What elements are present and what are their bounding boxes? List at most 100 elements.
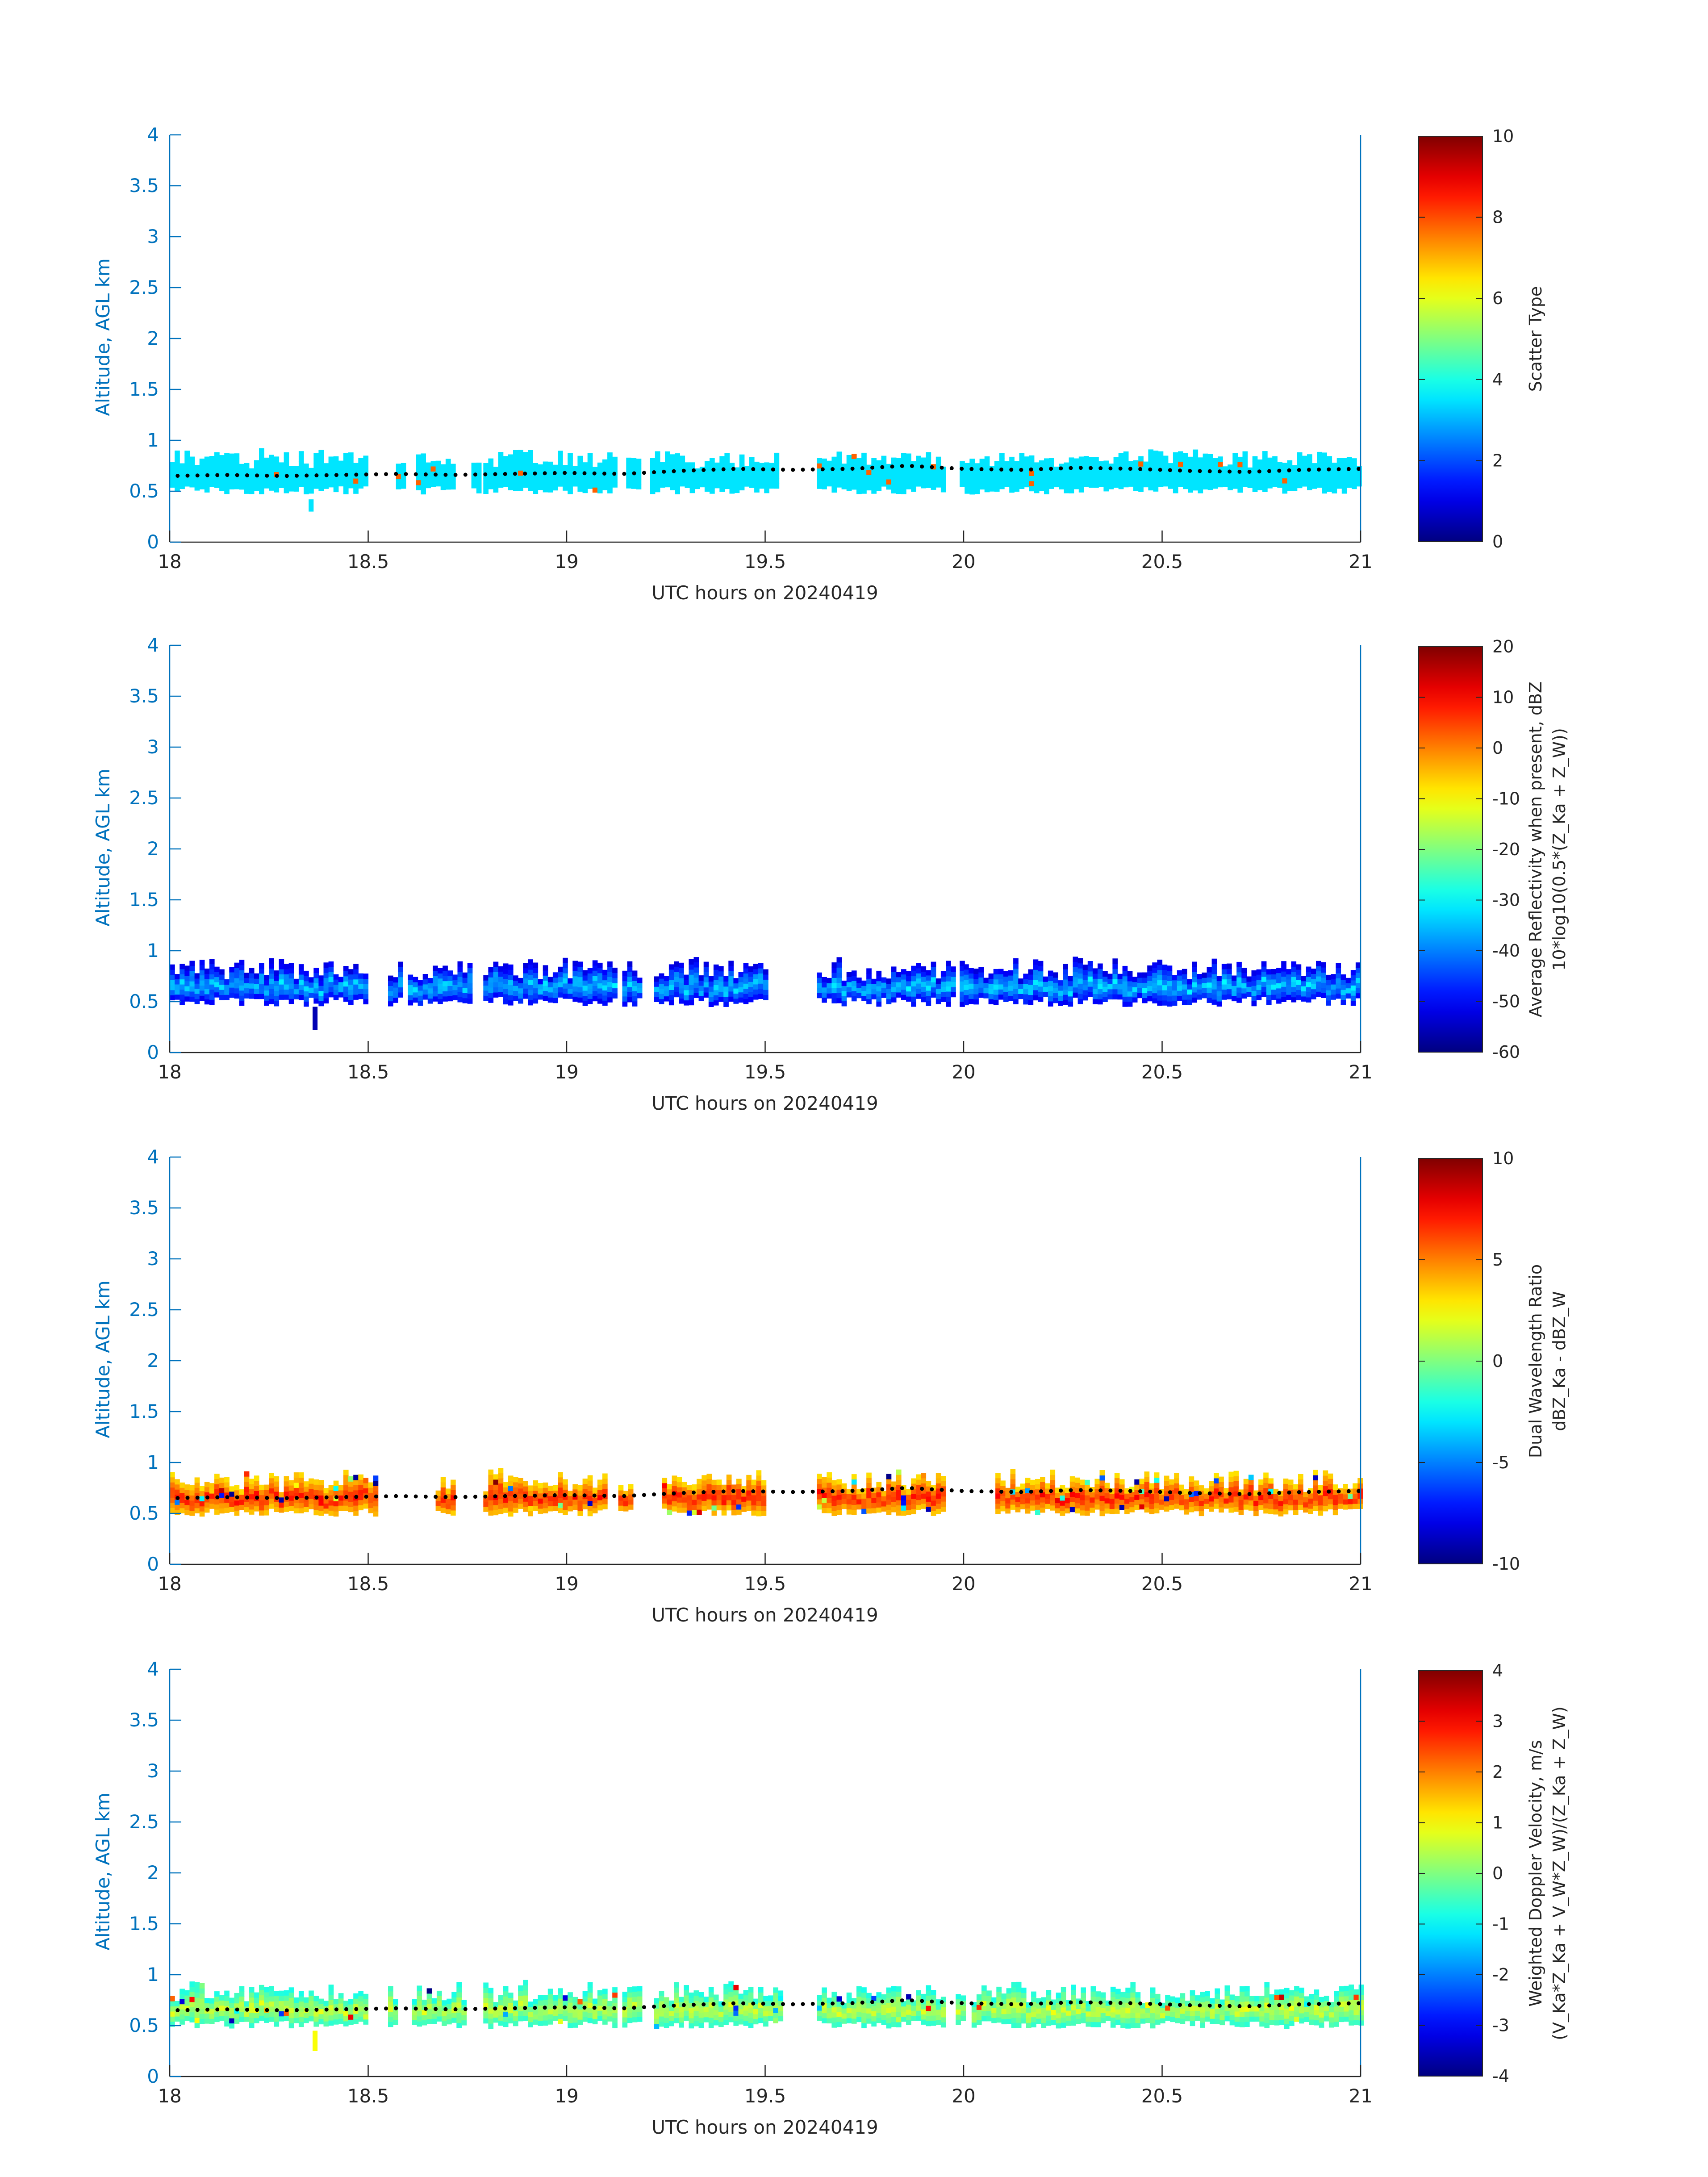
melting-layer-dot: [781, 468, 785, 472]
heatmap-cell: [946, 965, 951, 971]
heatmap-cell: [1148, 460, 1154, 465]
heatmap-cell: [674, 977, 679, 982]
heatmap-cell: [1276, 998, 1282, 1004]
heatmap-cell: [670, 454, 675, 460]
heatmap-cell: [239, 474, 245, 480]
melting-layer-dot: [1237, 469, 1242, 474]
heatmap-cell: [1129, 1492, 1135, 1497]
heatmap-cell: [438, 993, 443, 999]
heatmap-cell: [503, 461, 509, 467]
heatmap-cell: [528, 450, 533, 455]
heatmap-cell: [1173, 472, 1178, 478]
heatmap-cell: [401, 468, 406, 474]
heatmap-cell: [264, 1510, 269, 1516]
heatmap-cell: [876, 996, 882, 1002]
heatmap-cell: [533, 1490, 539, 1496]
heatmap-cell: [1073, 992, 1078, 998]
heatmap-cell: [447, 990, 453, 996]
heatmap-cell: [731, 1484, 737, 1490]
heatmap-cell: [739, 464, 745, 470]
heatmap-cell: [1113, 462, 1119, 468]
heatmap-cell: [1129, 1507, 1135, 1513]
heatmap-cell: [689, 477, 695, 483]
heatmap-cell: [304, 489, 309, 494]
heatmap-cell: [632, 2002, 638, 2007]
heatmap-cell: [430, 471, 436, 477]
heatmap-cell: [940, 476, 946, 482]
heatmap-cell: [1247, 472, 1253, 478]
heatmap-cell: [214, 477, 220, 483]
heatmap-cell: [304, 1492, 309, 1497]
heatmap-cell: [503, 1991, 509, 1997]
heatmap-cell: [523, 1481, 528, 1487]
heatmap-cell: [626, 473, 631, 478]
heatmap-cell: [1336, 473, 1342, 479]
heatmap-cell: [935, 983, 941, 989]
heatmap-cell: [224, 1507, 230, 1513]
heatmap-cell: [180, 1989, 185, 1994]
heatmap-cell: [1207, 479, 1213, 485]
heatmap-cell: [209, 2018, 215, 2024]
heatmap-cell: [1083, 466, 1089, 472]
heatmap-cell: [1258, 1495, 1264, 1500]
y-tick-label: 2: [147, 838, 159, 860]
heatmap-cell: [229, 2002, 234, 2008]
heatmap-cell: [184, 976, 190, 982]
heatmap-cell: [279, 1502, 284, 1508]
heatmap-cell: [1128, 476, 1134, 482]
heatmap-cell: [440, 1507, 446, 1513]
heatmap-cell: [1082, 985, 1088, 990]
heatmap-cell: [1167, 1001, 1173, 1007]
heatmap-cell: [983, 993, 989, 999]
heatmap-cell: [704, 481, 710, 487]
heatmap-cell: [746, 1475, 752, 1480]
heatmap-cell: [1077, 973, 1083, 979]
heatmap-cell: [558, 481, 563, 487]
heatmap-cell: [684, 985, 689, 990]
heatmap-cell: [189, 1991, 195, 1997]
heatmap-cell: [1257, 475, 1263, 481]
heatmap-cell: [1216, 976, 1222, 981]
heatmap-cell: [1341, 488, 1347, 494]
heatmap-cell: [1098, 968, 1103, 974]
panel-weighted-doppler-velocity: 00.511.522.533.54 18 18.5 19 19.5 20 20.5 21 U…: [92, 1658, 1569, 2138]
heatmap-cell: [622, 986, 628, 991]
heatmap-cell: [348, 1476, 354, 1482]
heatmap-cell: [708, 986, 714, 992]
heatmap-cell: [558, 2008, 563, 2014]
heatmap-cell: [965, 463, 970, 468]
heatmap-cell: [1303, 1492, 1308, 1497]
heatmap-cell: [1188, 472, 1193, 477]
heatmap-cell: [1082, 995, 1088, 1001]
heatmap-cell: [338, 977, 344, 982]
heatmap-cell: [1312, 478, 1317, 484]
heatmap-cell: [1083, 481, 1089, 487]
heatmap-cell: [254, 973, 259, 979]
heatmap-cell: [764, 483, 769, 488]
heatmap-cell: [471, 478, 477, 484]
heatmap-cell: [572, 2017, 578, 2023]
heatmap-cell: [1189, 1481, 1194, 1487]
heatmap-cell: [1224, 1493, 1229, 1499]
heatmap-cell: [363, 994, 369, 999]
heatmap-cell: [1306, 992, 1311, 998]
heatmap-cell: [533, 1505, 539, 1511]
heatmap-cell: [533, 978, 539, 983]
heatmap-cell: [851, 1494, 857, 1500]
heatmap-cell: [1103, 486, 1109, 492]
heatmap-cell: [1184, 1494, 1190, 1500]
heatmap-cell: [348, 1999, 354, 2005]
heatmap-cell: [597, 2005, 603, 2011]
heatmap-cell: [597, 1990, 603, 1996]
heatmap-cell: [498, 971, 504, 977]
heatmap-cell: [1069, 468, 1074, 473]
melting-layer-dot: [721, 1489, 726, 1494]
heatmap-cell: [1050, 1490, 1056, 1496]
heatmap-cell: [1147, 975, 1153, 981]
heatmap-cell: [597, 983, 603, 989]
heatmap-cell: [457, 986, 463, 992]
heatmap-cell: [612, 967, 618, 973]
heatmap-cell: [572, 1504, 578, 1510]
heatmap-cell: [659, 2001, 664, 2006]
heatmap-cell: [612, 2007, 618, 2013]
